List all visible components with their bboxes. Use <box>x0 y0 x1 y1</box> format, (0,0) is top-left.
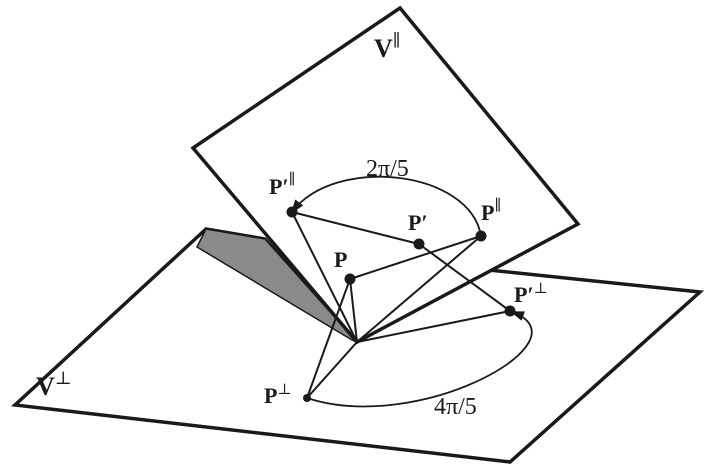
point-p-perp <box>303 394 311 402</box>
line-origin-p-perp <box>306 341 358 399</box>
point-p-prime <box>413 238 425 250</box>
plane-v-par <box>190 5 581 345</box>
points <box>286 206 516 402</box>
label-p-perp: P⊥ <box>264 382 292 408</box>
plane-v-par-outline <box>190 5 581 345</box>
line-origin-p <box>349 278 358 343</box>
label-p: P <box>334 247 347 272</box>
label-p-prime-par: P′∥ <box>269 171 296 199</box>
point-p-par <box>475 230 487 242</box>
label-p-prime-perp: P′⊥ <box>514 281 548 307</box>
label-v-par: V∥ <box>374 31 401 63</box>
rotation-arc-lower <box>306 311 533 408</box>
point-p-prime-par <box>286 206 298 218</box>
rotation-arc-upper <box>290 175 482 237</box>
point-p <box>344 273 356 285</box>
label-p-par: P∥ <box>481 197 501 225</box>
line-p-p-par <box>349 235 482 280</box>
construction-lines <box>291 211 511 399</box>
labels: V∥ V⊥ P P′ P∥ P′∥ P′⊥ P⊥ 2π/5 4π/5 <box>36 31 548 420</box>
point-p-prime-perp <box>504 305 516 317</box>
line-origin-p-par <box>356 235 482 343</box>
line-p-p-perp <box>306 278 351 399</box>
line-p-prime-par-p-prime <box>291 211 420 245</box>
label-v-perp: V⊥ <box>36 368 72 401</box>
line-p-prime-p-prime-perp <box>418 243 511 312</box>
line-p-prime-par-origin <box>291 211 358 343</box>
line-origin-p-prime-perp <box>356 310 511 343</box>
label-angle-lower: 4π/5 <box>434 394 477 420</box>
label-angle-upper: 2π/5 <box>366 156 409 182</box>
label-p-prime: P′ <box>408 210 428 235</box>
